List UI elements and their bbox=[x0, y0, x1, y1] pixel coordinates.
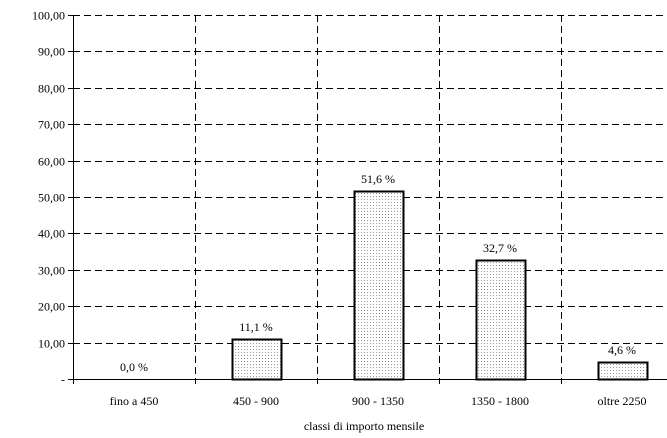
y-tick-label: 10,00 bbox=[38, 337, 65, 351]
y-tick-label: 60,00 bbox=[38, 155, 65, 169]
bar bbox=[597, 361, 649, 381]
x-tick-label: 900 - 1350 bbox=[352, 394, 404, 408]
bar bbox=[231, 338, 283, 381]
bar bbox=[353, 190, 405, 381]
data-label: 51,6 % bbox=[361, 172, 395, 186]
y-tick-label: 30,00 bbox=[38, 264, 65, 278]
y-tick-label: 40,00 bbox=[38, 227, 65, 241]
x-tick-label: 450 - 900 bbox=[233, 394, 279, 408]
y-tick-label: 70,00 bbox=[38, 118, 65, 132]
data-label: 32,7 % bbox=[483, 241, 517, 255]
data-label: 0,0 % bbox=[120, 360, 148, 374]
labels: - 10,00 20,00 30,00 40,00 50,00 60,00 70,00 80,0… bbox=[32, 9, 647, 409]
y-tick-label: 20,00 bbox=[38, 300, 65, 314]
x-tick-label: fino a 450 bbox=[110, 394, 159, 408]
x-tick-label: oltre 2250 bbox=[598, 394, 647, 408]
data-label: 11,1 % bbox=[239, 320, 273, 334]
y-tick-label: 90,00 bbox=[38, 45, 65, 59]
data-label: 4,6 % bbox=[608, 343, 636, 357]
y-tick-label: 100,00 bbox=[32, 9, 65, 23]
x-tick-label: 1350 - 1800 bbox=[471, 394, 529, 408]
y-tick-label: 80,00 bbox=[38, 82, 65, 96]
y-tick-label: - bbox=[61, 373, 65, 387]
y-tick-label: 50,00 bbox=[38, 191, 65, 205]
x-axis-title: classi di importo mensile bbox=[304, 419, 424, 433]
bar bbox=[475, 259, 527, 381]
bars bbox=[231, 190, 649, 381]
